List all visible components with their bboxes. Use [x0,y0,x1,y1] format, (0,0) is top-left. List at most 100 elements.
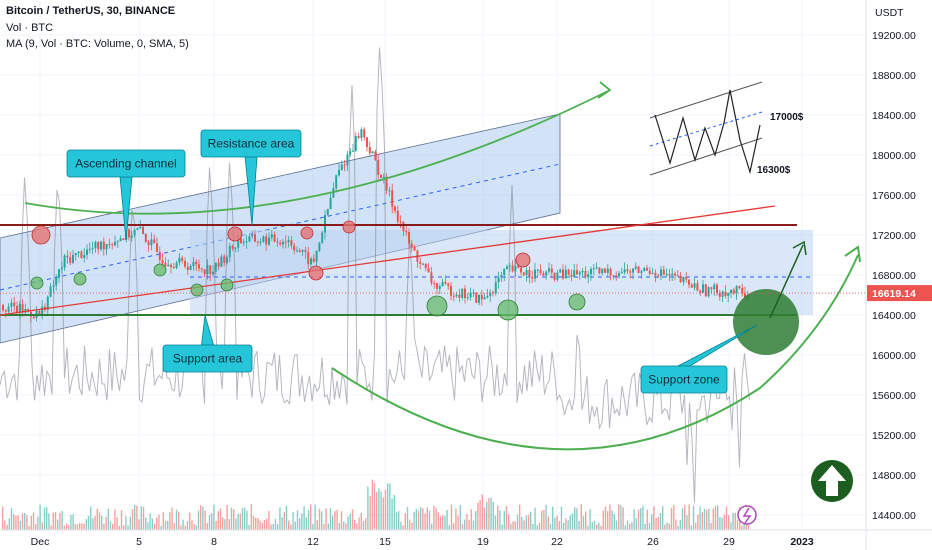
volume-bar [41,522,43,530]
candle [668,268,671,282]
candle-body [16,306,18,313]
candle [581,268,584,278]
candle-body [604,268,606,273]
volume-bar [310,504,312,530]
volume-bar [670,507,673,530]
volume-bar [35,524,37,530]
candle [626,264,629,275]
candle [116,240,119,248]
candle [245,235,248,249]
candle-body [41,306,44,315]
candle [391,183,394,214]
volume-bar [292,511,294,530]
volume-bar [129,516,131,530]
volume-bar [76,524,79,530]
volume-bar [98,512,101,530]
volume-bar [351,509,354,530]
candle [88,242,91,254]
candle [450,282,452,301]
candle-body [167,264,170,267]
price-tick-label: 14800.00 [872,470,916,482]
candle-body [727,292,730,296]
candle-body [592,268,595,270]
candle [287,236,290,248]
candle-body [265,236,268,245]
candle-body [623,269,626,273]
candle-body [620,272,623,274]
candle [559,268,562,274]
volume-bar [228,519,230,530]
time-tick-label: 2023 [790,536,814,548]
volume-bar [145,517,147,530]
volume-bar [329,508,332,530]
volume-bar [338,523,340,530]
candle [49,282,52,298]
candle [584,266,587,280]
resistance-touch-marker [515,252,531,268]
candle [332,182,335,199]
candle [2,303,4,313]
candle-body [626,269,629,272]
candle-body [335,175,338,189]
current-price-tag [867,285,932,302]
candle-body [130,235,133,238]
candle-body [102,241,105,250]
candle [422,262,424,266]
candle [301,249,304,256]
candle [338,163,340,177]
candle-body [60,267,63,270]
volume-bar [578,520,580,530]
volume-bar [257,518,259,530]
candle-body [466,297,469,299]
volume-bar [728,515,730,530]
candle [685,271,688,283]
candle-body [522,272,525,275]
volume-bar [736,520,739,530]
candle [346,150,349,171]
volume-bar [644,523,646,530]
candle-body [688,279,690,285]
candle [615,271,618,281]
candle-body [91,248,94,250]
candle-body [391,190,394,207]
candle-body [94,241,97,249]
volume-bar [160,525,162,530]
candle [192,257,195,271]
volume-bars [2,479,750,530]
candle [352,143,354,152]
volume-bar [686,515,688,530]
candle-body [296,250,298,252]
volume-bar [378,488,380,530]
candle-body [223,256,226,263]
candle [682,276,685,286]
volume-bar [532,524,534,530]
volume-bar [571,513,574,530]
volume-bar [415,509,417,530]
volume-bar [697,514,699,530]
volume-bar [545,505,547,530]
candle-body [10,302,13,307]
volume-bar [230,507,233,530]
volume-bar [422,508,424,530]
candle-body [2,305,4,311]
candle [690,282,693,288]
volume-ma-path [0,47,750,503]
trendline-red [0,205,776,316]
volume-bar [483,507,486,530]
callout-support-area-box [162,344,253,373]
candle-body [531,276,534,279]
candle [489,289,492,303]
candle [494,275,497,296]
candle [665,268,668,278]
candle-body [469,293,472,298]
candle [388,186,391,197]
candle-body [357,136,360,138]
volume-bar [494,515,497,530]
candle-body [290,240,293,246]
callout-ascending-channel-text: Ascending channel [75,157,176,171]
volume-bar [307,510,310,530]
candle [542,271,545,276]
volume-bar [371,479,373,530]
volume-bar [598,522,600,530]
